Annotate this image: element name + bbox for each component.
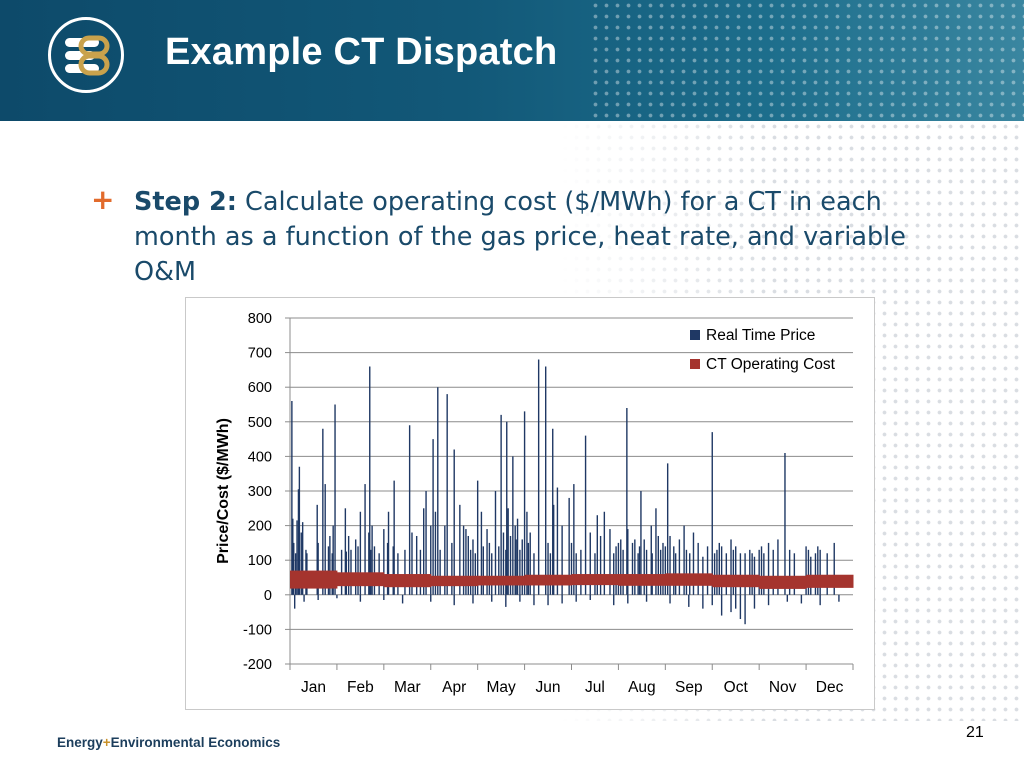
legend-label-real-time-price: Real Time Price [706,327,815,344]
x-tick-label: Oct [724,679,749,696]
y-tick-label: -200 [243,657,272,673]
legend-swatch-real-time-price [690,330,700,340]
ct-cost-band [665,573,713,586]
ct-cost-band [290,570,338,589]
chart-svg: Price/Cost ($/MWh) 800 700 600 500 400 300 200… [215,311,854,696]
x-tick-label: Jan [301,679,326,696]
x-tick-label: Dec [816,679,844,696]
ct-cost-band [759,575,807,589]
legend-label-ct-operating-cost: CT Operating Cost [706,356,836,373]
x-tick-label: Jul [585,679,605,696]
x-tick-label: Nov [769,679,797,696]
slide-header: Example CT Dispatch [0,0,1024,121]
x-tick-label: Mar [394,679,421,696]
y-tick-label: 200 [248,519,272,535]
bullet-text: Step 2: Calculate operating cost ($/MWh)… [134,185,964,290]
ct-cost-band [571,574,619,586]
ct-cost-band [336,572,385,587]
x-tick-label: Sep [675,679,703,696]
y-tick-label: 0 [264,588,272,604]
y-tick-label: 700 [248,346,272,362]
ct-cost-band [524,574,572,586]
legend-swatch-ct-operating-cost [690,359,700,369]
ct-cost-band [430,575,479,587]
dispatch-chart: Price/Cost ($/MWh) 800 700 600 500 400 300 200… [185,297,875,710]
footer-brand-part1: Energy [57,735,103,750]
y-tick-label: 600 [248,380,272,396]
y-tick-label: 400 [248,449,272,465]
x-tick-label: Apr [442,679,466,696]
ct-cost-band [618,574,666,586]
ct-cost-band [383,574,432,588]
x-tick-label: May [486,679,516,696]
x-tick-label: Aug [628,679,656,696]
page-number: 21 [966,724,984,741]
ct-cost-band [712,574,760,588]
ct-cost-band [477,575,526,586]
footer-brand-plus: + [102,735,111,750]
x-tick-label: Feb [347,679,374,696]
y-axis-label: Price/Cost ($/MWh) [215,418,232,564]
ct-cost-band [806,574,854,588]
header-dot-pattern [590,0,1024,121]
company-logo-icon [48,17,124,93]
footer-brand: Energy+Environmental Economics [57,735,280,750]
y-tick-label: 800 [248,311,272,327]
slide-title: Example CT Dispatch [165,31,558,73]
y-tick-label: 100 [248,553,272,569]
footer-brand-part2: Environmental Economics [110,735,281,750]
plus-icon: + [91,183,115,216]
y-tick-label: 300 [248,484,272,500]
bullet-description: Calculate operating cost ($/MWh) for a C… [134,187,906,287]
bullet-step-label: Step 2: [134,187,237,217]
y-tick-label: 500 [248,415,272,431]
y-tick-label: -100 [243,622,272,638]
x-tick-label: Jun [536,679,561,696]
